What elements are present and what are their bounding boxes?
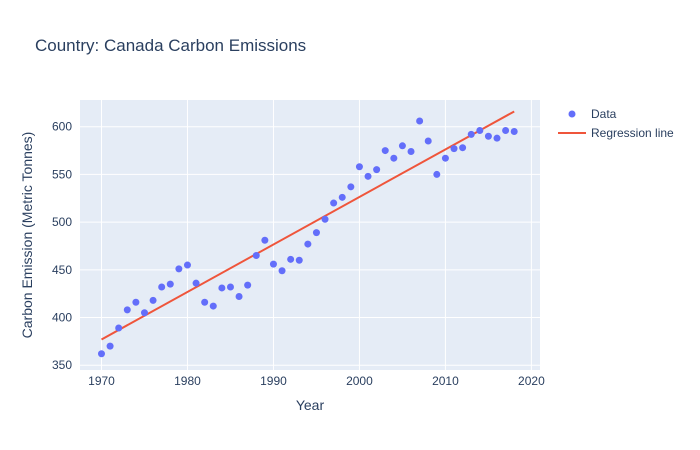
x-axis-title: Year [296,397,325,413]
data-point[interactable] [149,296,157,304]
data-point[interactable] [166,280,174,288]
data-point[interactable] [252,252,260,260]
data-point[interactable] [398,142,406,150]
data-point[interactable] [338,193,346,201]
x-tick-label: 1970 [88,374,115,388]
data-point[interactable] [235,293,243,301]
data-point[interactable] [312,229,320,237]
y-tick-label: 500 [52,215,72,229]
data-point[interactable] [209,302,217,310]
data-point[interactable] [330,199,338,207]
data-point[interactable] [304,240,312,248]
data-point[interactable] [484,132,492,140]
data-point[interactable] [441,154,449,162]
data-point[interactable] [407,148,415,156]
data-point[interactable] [218,284,226,292]
y-tick-label: 600 [52,120,72,134]
data-point[interactable] [381,147,389,155]
data-point[interactable] [106,342,114,350]
legend[interactable]: Data Regression line [558,107,674,140]
data-point[interactable] [476,127,484,135]
data-point[interactable] [373,166,381,174]
chart-title: Country: Canada Carbon Emissions [35,36,306,55]
data-point[interactable] [140,309,148,317]
legend-data-marker [568,110,576,118]
data-point[interactable] [364,172,372,180]
y-tick-label: 400 [52,311,72,325]
data-point[interactable] [321,215,329,223]
data-point[interactable] [510,127,518,135]
grid-lines [80,100,540,370]
legend-data-label: Data [591,107,617,121]
data-point[interactable] [244,281,252,289]
data-point[interactable] [416,117,424,125]
x-tick-label: 1990 [260,374,287,388]
data-point[interactable] [278,267,286,275]
data-point[interactable] [347,183,355,191]
data-point[interactable] [261,236,269,244]
data-point[interactable] [390,154,398,162]
data-point[interactable] [459,144,467,152]
regression-line[interactable] [101,110,515,341]
x-tick-label: 2020 [518,374,545,388]
data-point[interactable] [132,298,140,306]
data-point[interactable] [424,137,432,145]
data-point[interactable] [175,265,183,273]
legend-regression-label: Regression line [591,126,674,140]
data-point[interactable] [97,350,105,358]
x-tick-label: 2000 [346,374,373,388]
data-points [97,117,518,358]
data-point[interactable] [269,260,277,268]
data-point[interactable] [467,130,475,138]
data-point[interactable] [183,261,191,269]
data-point[interactable] [493,134,501,142]
data-point[interactable] [502,127,510,135]
regression-layer [101,110,515,341]
x-tick-label: 1980 [174,374,201,388]
y-tick-labels: 350 400 450 500 550 600 [52,120,72,373]
data-point[interactable] [158,283,166,291]
data-point[interactable] [192,279,200,287]
data-point[interactable] [226,283,234,291]
data-point[interactable] [295,256,303,264]
data-point[interactable] [123,306,131,314]
x-tick-labels: 1970 1980 1990 2000 2010 2020 [88,374,545,388]
data-point[interactable] [287,255,295,263]
data-point[interactable] [450,145,458,153]
data-point[interactable] [115,324,123,332]
y-tick-label: 550 [52,167,72,181]
data-point[interactable] [433,170,441,178]
x-tick-label: 2010 [432,374,459,388]
y-axis-title: Carbon Emission (Metric Tonnes) [19,132,35,339]
y-tick-label: 450 [52,263,72,277]
y-tick-label: 350 [52,358,72,372]
data-point[interactable] [355,163,363,171]
plot-area [80,100,540,370]
data-point[interactable] [201,298,209,306]
